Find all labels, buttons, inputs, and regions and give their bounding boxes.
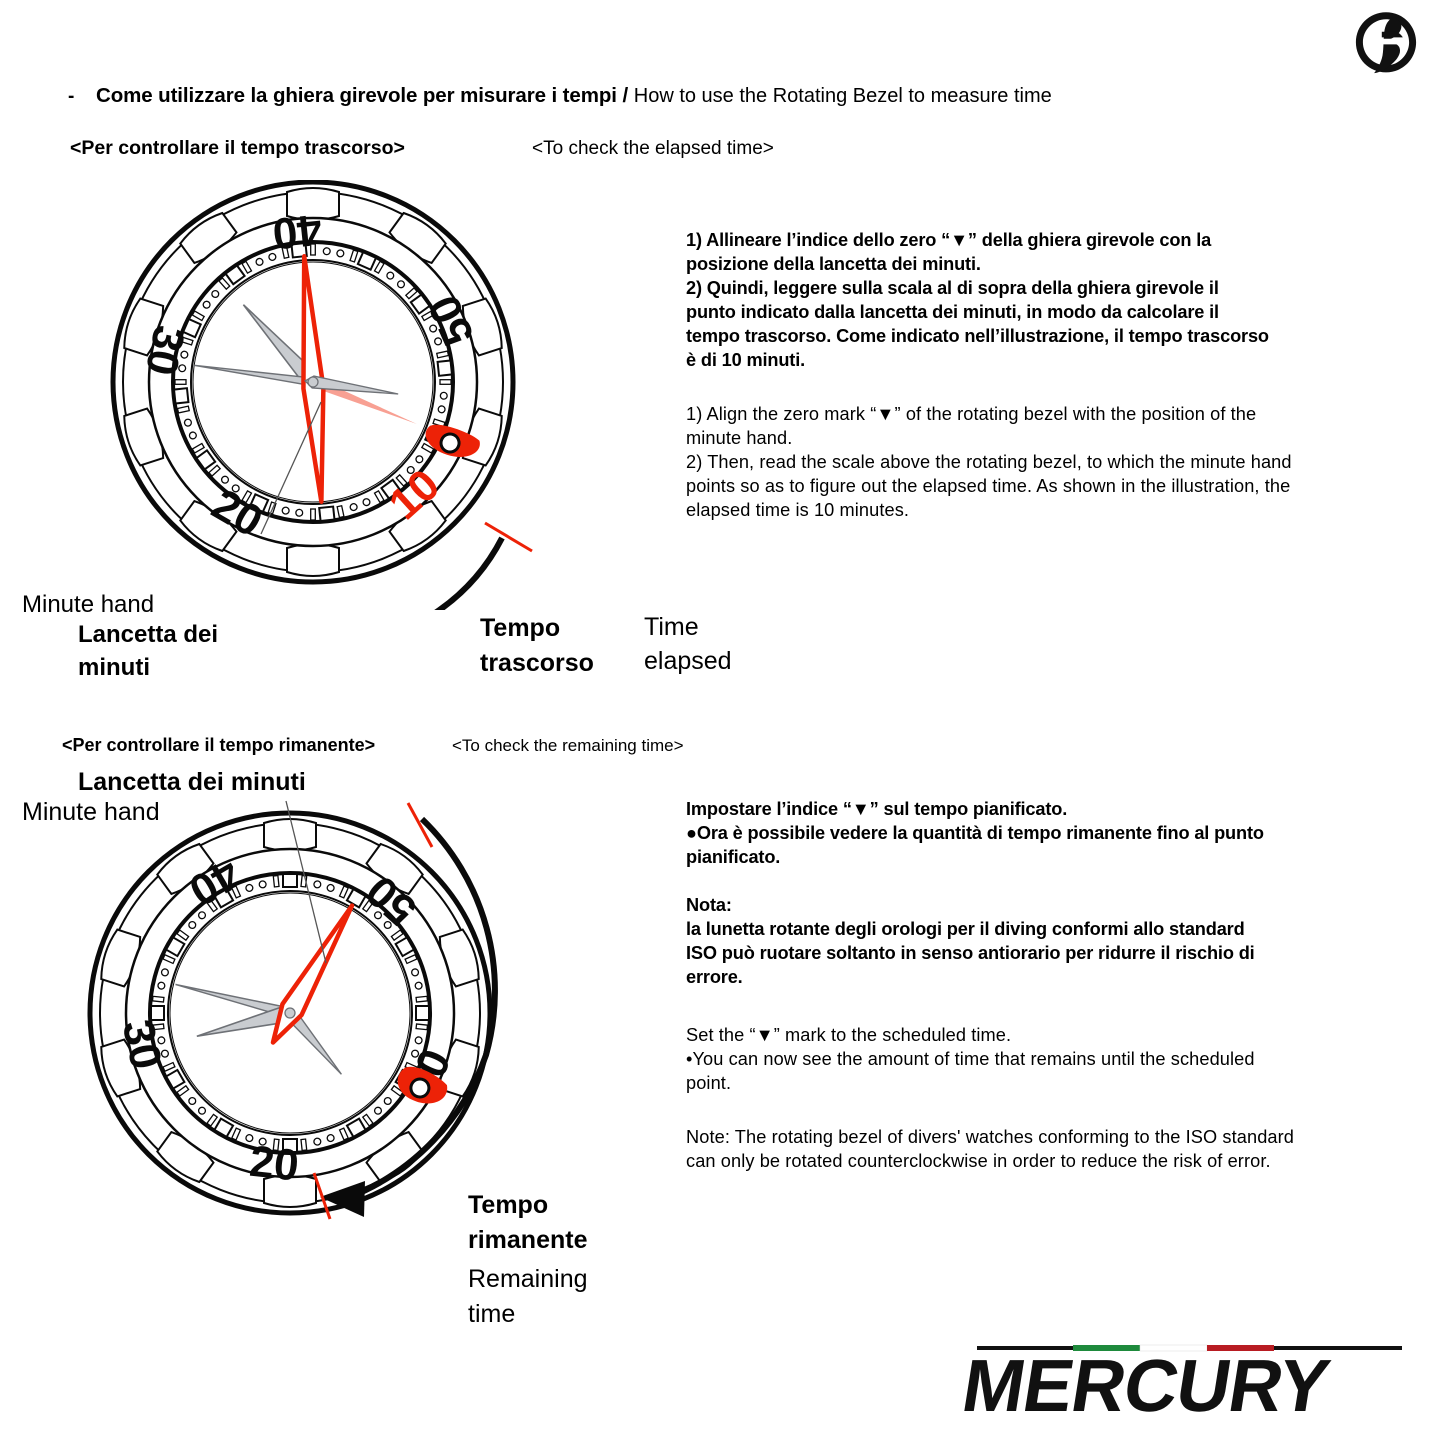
label-elapsed-italian-1: Tempo [480, 614, 561, 642]
s1-it-line: punto indicato dalla lancetta dei minuti… [686, 302, 1219, 323]
section2-english-block: Set the “▼” mark to the scheduled time. … [686, 1023, 1398, 1095]
s2-note-line: ISO può ruotare soltanto in senso antior… [686, 943, 1255, 964]
s1-it-line: 2) Quindi, leggere sulla scala al di sop… [686, 278, 1219, 299]
bezel-number: 30 [113, 1015, 171, 1073]
s2-it-line: pianificato. [686, 847, 781, 868]
s2-en-line: Set the “▼” mark to the scheduled time. [686, 1025, 1012, 1046]
label-remaining-italian-1: Tempo [468, 1191, 549, 1219]
spacer [686, 989, 1398, 1023]
section2-subheading-italian: <Per controllare il tempo rimanente> [62, 735, 376, 755]
page-title-english: How to use the Rotating Bezel to measure… [633, 85, 1052, 107]
section1-subheading-english: <To check the elapsed time> [532, 138, 774, 159]
bezel-number: 40 [270, 204, 324, 258]
s2-en-line: point. [686, 1073, 732, 1094]
s1-it-line: posizione della lancetta dei minuti. [686, 254, 981, 275]
label-elapsed-italian-2: trascorso [480, 649, 594, 677]
section2-text-column: Impostare l’indice “▼” sul tempo pianifi… [686, 797, 1398, 1173]
s1-en-line: elapsed time is 10 minutes. [686, 500, 910, 521]
s2-en-line: •You can now see the amount of time that… [686, 1049, 1255, 1070]
s1-it-line: 1) Allineare l’indice dello zero “▼” del… [686, 230, 1212, 250]
section2-subheading-english: <To check the remaining time> [452, 736, 684, 755]
s2-note-line: la lunetta rotante degli orologi per il … [686, 919, 1245, 940]
spacer [686, 372, 1398, 402]
heading-dash: - [68, 86, 75, 107]
label-minute-hand-italian-2: minuti [78, 654, 150, 681]
watch-diagram-elapsed: 40 50 10 20 [100, 179, 560, 670]
label2-minute-hand-english: Minute hand [22, 798, 160, 826]
section2-english-note: Note: The rotating bezel of divers' watc… [686, 1125, 1398, 1173]
section1-text-column: 1) Allineare l’indice dello zero “▼” del… [686, 228, 1398, 522]
section2-italian-note: Nota: la lunetta rotante degli orologi p… [686, 893, 1398, 989]
s2-it-line: Impostare l’indice “▼” sul tempo pianifi… [686, 799, 1068, 819]
label-elapsed-english-2: elapsed [644, 647, 732, 675]
section1-subheading-italian: <Per controllare il tempo trascorso> [70, 137, 405, 159]
spacer [686, 869, 1398, 893]
label-minute-hand-english: Minute hand [22, 591, 155, 618]
s1-it-line: tempo trascorso. Come indicato nell’illu… [686, 326, 1269, 347]
s1-it-line: è di 10 minuti. [686, 350, 806, 371]
s2-en-note-line: Note: The rotating bezel of divers' watc… [686, 1127, 1295, 1148]
label-elapsed-english-1: Time [644, 613, 699, 641]
s1-en-line: minute hand. [686, 428, 793, 449]
section1-english-block: 1) Align the zero mark “▼” of the rotati… [686, 402, 1398, 522]
mercury-wordmark: MERCURY [957, 1344, 1335, 1426]
mercury-logo: MERCURY [955, 1325, 1415, 1435]
s2-note-title: Nota: [686, 895, 732, 916]
s1-en-line: 1) Align the zero mark “▼” of the rotati… [686, 404, 1257, 425]
bezel-number: 20 [247, 1137, 301, 1191]
s2-note-line: errore. [686, 967, 743, 988]
section1-italian-block: 1) Allineare l’indice dello zero “▼” del… [686, 228, 1398, 372]
spacer [686, 1095, 1398, 1125]
page-title: Come utilizzare la ghiera girevole per m… [96, 84, 1052, 108]
label-remaining-english-2: time [468, 1300, 516, 1328]
section2-italian-block: Impostare l’indice “▼” sul tempo pianifi… [686, 797, 1398, 869]
s2-it-line: ●Ora è possibile vedere la quantità di t… [686, 823, 1264, 844]
s2-en-note-line: can only be rotated counterclockwise in … [686, 1151, 1271, 1172]
s1-en-line: 2) Then, read the scale above the rotati… [686, 452, 1292, 473]
bezel-number: 30 [136, 321, 194, 379]
label-minute-hand-italian-1: Lancetta dei [78, 621, 219, 648]
brand-f-logo-icon [1349, 8, 1423, 78]
watch-diagram-remaining: 40 50 10 20 30 [68, 795, 628, 1325]
label-remaining-english-1: Remaining [468, 1265, 588, 1293]
label-remaining-italian-2: rimanente [468, 1226, 588, 1254]
page-title-italian: Come utilizzare la ghiera girevole per m… [96, 84, 629, 107]
s1-en-line: points so as to figure out the elapsed t… [686, 476, 1291, 497]
label2-minute-hand-italian: Lancetta dei minuti [78, 768, 306, 796]
